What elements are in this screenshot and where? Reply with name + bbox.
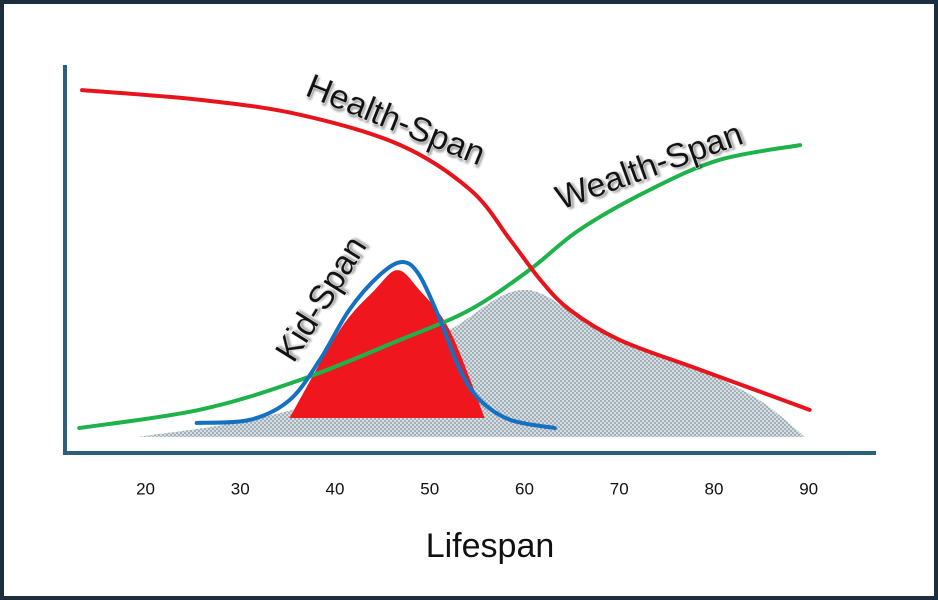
x-tick-label: 90: [799, 479, 818, 498]
x-tick-label: 60: [515, 479, 534, 498]
x-tick-label: 30: [231, 479, 250, 498]
x-tick-label: 40: [326, 479, 345, 498]
x-tick-label: 70: [610, 479, 629, 498]
line: [77, 143, 803, 431]
x-tick-label: 80: [704, 479, 723, 498]
x-tick-label: 20: [136, 479, 155, 498]
line: [194, 259, 557, 431]
x-axis-title: Lifespan: [426, 527, 555, 565]
x-tick-label: 50: [420, 479, 439, 498]
plot-area: [77, 88, 812, 437]
line: [80, 88, 812, 412]
area: [137, 289, 805, 437]
